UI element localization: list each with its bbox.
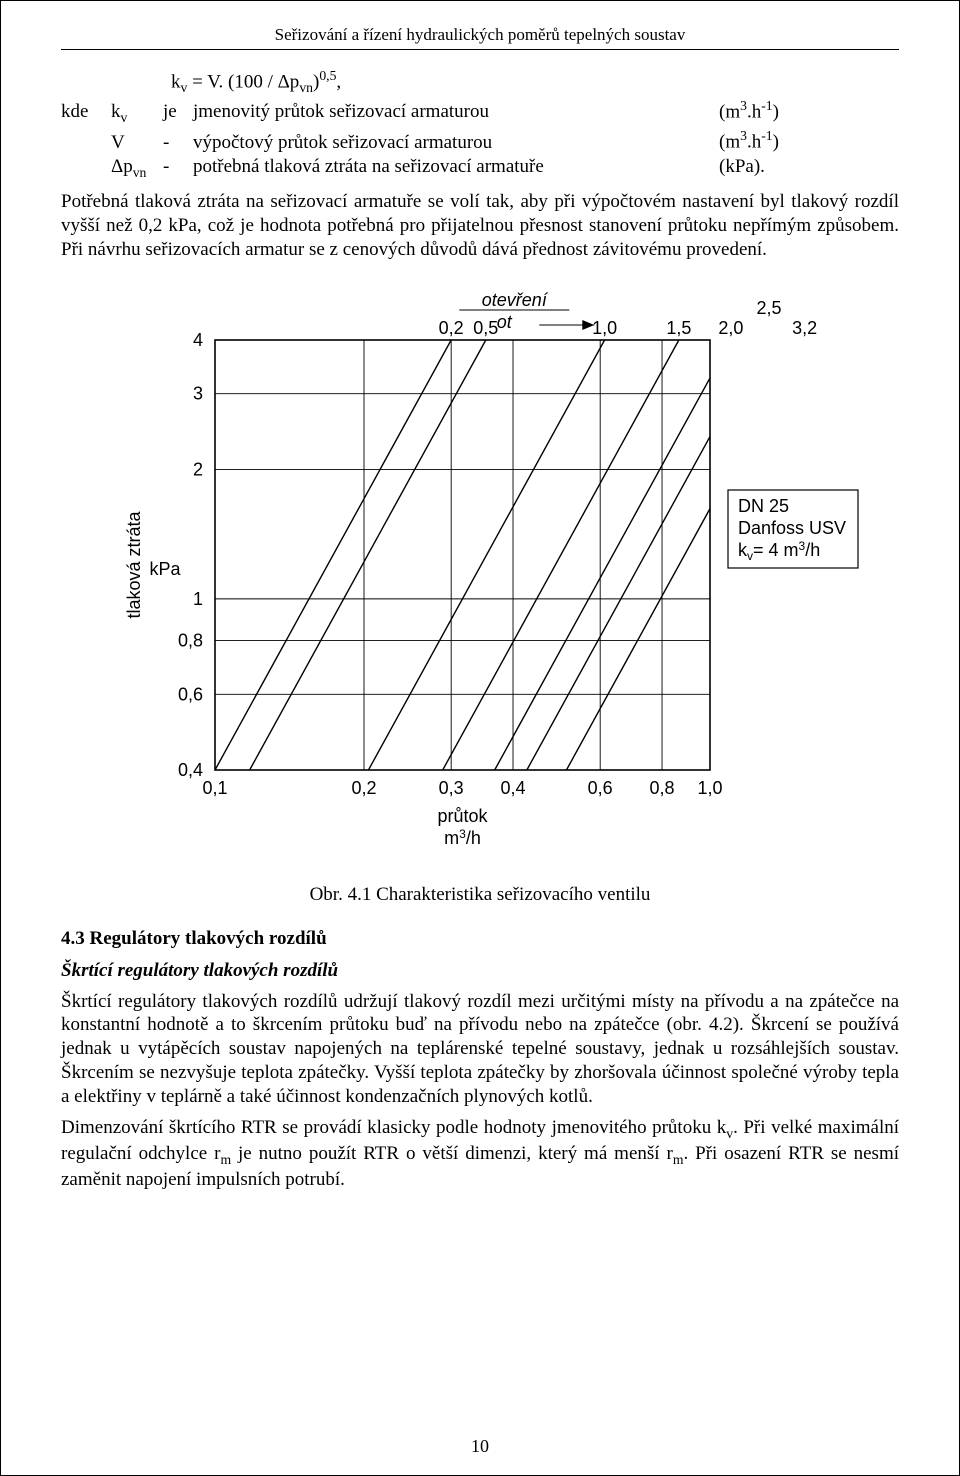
- svg-text:0,5: 0,5: [473, 318, 498, 338]
- paragraph-1: Potřebná tlaková ztráta na seřizovací ar…: [61, 190, 899, 261]
- figure-caption: Obr. 4.1 Charakteristika seřizovacího ve…: [61, 884, 899, 906]
- svg-text:2: 2: [193, 459, 203, 479]
- svg-text:kPa: kPa: [149, 559, 181, 579]
- svg-text:3,2: 3,2: [792, 318, 817, 338]
- svg-text:ot: ot: [497, 312, 513, 332]
- running-header: Seřizování a řízení hydraulických poměrů…: [61, 25, 899, 50]
- svg-text:tlaková ztráta: tlaková ztráta: [124, 510, 144, 618]
- svg-text:Danfoss USV: Danfoss USV: [738, 518, 846, 538]
- svg-text:0,4: 0,4: [501, 778, 526, 798]
- svg-text:DN 25: DN 25: [738, 496, 789, 516]
- def-dash: -: [163, 156, 193, 183]
- svg-text:otevření: otevření: [482, 290, 549, 310]
- kde-label: kde: [61, 98, 111, 128]
- svg-text:0,2: 0,2: [439, 318, 464, 338]
- subsection-heading: Škrtící regulátory tlakových rozdílů: [61, 960, 899, 982]
- svg-text:kv= 4 m3/h: kv= 4 m3/h: [738, 539, 820, 563]
- para3-part: Dimenzování škrtícího RTR se provádí kla…: [61, 1117, 726, 1138]
- def-dash: je: [163, 98, 193, 128]
- symbol-definitions: kde kv je jmenovitý průtok seřizovací ar…: [61, 98, 805, 182]
- def-sym: Δpvn: [111, 156, 163, 183]
- svg-text:0,2: 0,2: [351, 778, 376, 798]
- svg-text:0,1: 0,1: [202, 778, 227, 798]
- def-unit: (kPa).: [719, 156, 805, 183]
- svg-text:0,8: 0,8: [650, 778, 675, 798]
- svg-text:3: 3: [193, 383, 203, 403]
- def-unit: (m3.h-1): [719, 128, 805, 155]
- def-txt: výpočtový průtok seřizovací armaturou: [193, 128, 719, 155]
- svg-text:4: 4: [193, 330, 203, 350]
- page-number: 10: [1, 1436, 959, 1457]
- svg-text:průtok: průtok: [437, 806, 488, 826]
- para3-part: je nutno použít RTR o větší dimenzi, kte…: [231, 1143, 673, 1164]
- svg-text:0,6: 0,6: [588, 778, 613, 798]
- svg-text:1,0: 1,0: [697, 778, 722, 798]
- def-sym: V: [111, 128, 163, 155]
- valve-chart: 0,1 0,2 0,3 0,4 0,6 0,8 1,0 0,4 0,6 0,8 1 2 3 4 tlakov…: [100, 280, 860, 870]
- def-unit: (m3.h-1): [719, 98, 805, 128]
- svg-text:2,5: 2,5: [757, 298, 782, 318]
- paragraph-3: Dimenzování škrtícího RTR se provádí kla…: [61, 1116, 899, 1192]
- def-dash: -: [163, 128, 193, 155]
- def-sym: kv: [111, 98, 163, 128]
- formula: kv = V. (100 / Δpvn)0,5,: [171, 68, 899, 96]
- svg-text:0,8: 0,8: [178, 630, 203, 650]
- section-heading: 4.3 Regulátory tlakových rozdílů: [61, 928, 899, 950]
- svg-text:1: 1: [193, 589, 203, 609]
- def-txt: potřebná tlaková ztráta na seřizovací ar…: [193, 156, 719, 183]
- svg-text:m3/h: m3/h: [444, 827, 481, 848]
- paragraph-2: Škrtící regulátory tlakových rozdílů udr…: [61, 990, 899, 1109]
- svg-text:0,3: 0,3: [439, 778, 464, 798]
- svg-text:0,6: 0,6: [178, 684, 203, 704]
- svg-text:1,5: 1,5: [666, 318, 691, 338]
- svg-text:1,0: 1,0: [592, 318, 617, 338]
- svg-text:2,0: 2,0: [718, 318, 743, 338]
- def-txt: jmenovitý průtok seřizovací armaturou: [193, 98, 719, 128]
- svg-text:0,4: 0,4: [178, 760, 203, 780]
